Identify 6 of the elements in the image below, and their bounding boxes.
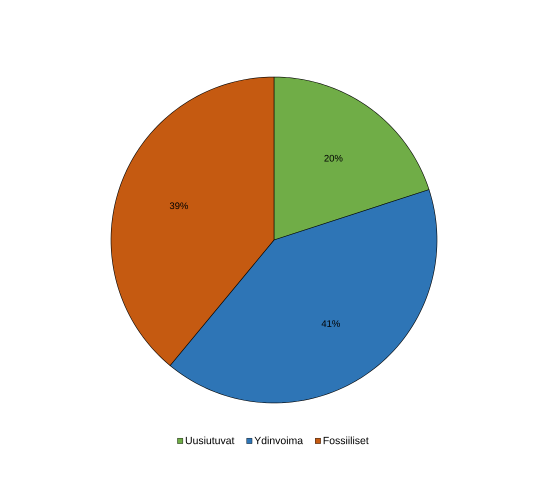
data-label: 39% xyxy=(170,202,188,210)
data-label: 20% xyxy=(324,154,343,162)
legend-label: Fossiiliset xyxy=(324,436,369,444)
legend-label: Ydinvoima xyxy=(254,436,304,444)
data-label: 41% xyxy=(322,320,340,327)
legend-label: Uusiutuvat xyxy=(186,436,234,444)
